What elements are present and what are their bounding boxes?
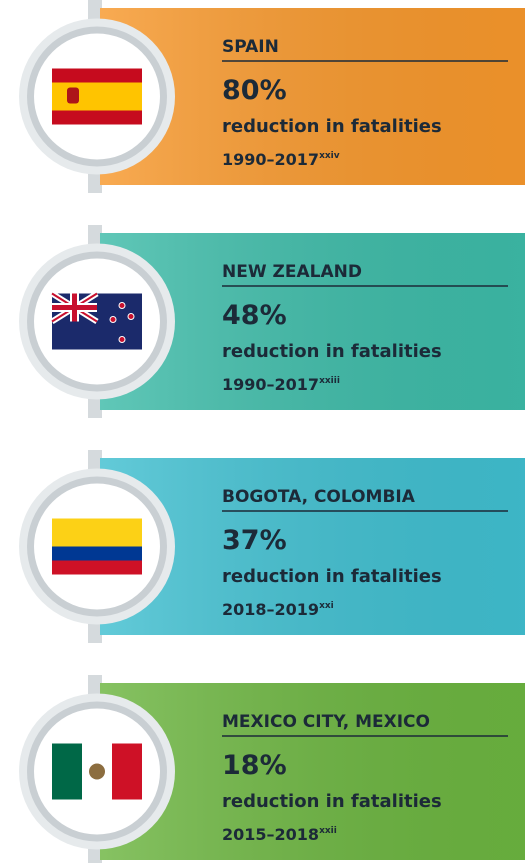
period: 1990–2017xxiii [222, 375, 340, 394]
card: MEXICO CITY, MEXICO 18% reduction in fatal… [19, 675, 525, 863]
reduction-figure: 37% [222, 525, 287, 556]
footnote: xxi [319, 601, 334, 611]
flag-stripe [52, 546, 142, 561]
flag-stripe [112, 743, 142, 800]
region-name: SPAIN [222, 37, 279, 57]
flag-star [109, 316, 117, 323]
reduction-figure: 48% [222, 300, 287, 331]
flag-stripe [52, 518, 142, 547]
period-years: 1990–2017 [222, 150, 319, 169]
flag-star [118, 336, 126, 343]
flag-stripe [52, 743, 82, 800]
flag [52, 68, 142, 125]
period-years: 1990–2017 [222, 375, 319, 394]
period: 1990–2017xxiv [222, 150, 340, 169]
reduction-figure: 18% [222, 750, 287, 781]
footnote: xxii [319, 826, 337, 836]
reduction-figure: 80% [222, 75, 287, 106]
card: BOGOTA, COLOMBIA 37% reduction in fataliti… [19, 450, 525, 643]
card: SPAIN 80% reduction in fatalities 1990–2017… [19, 0, 525, 193]
description: reduction in fatalities [222, 566, 442, 587]
flag-emblem [89, 763, 105, 780]
footnote: xxiv [319, 151, 340, 161]
flag-union [52, 293, 97, 322]
region-name: NEW ZEALAND [222, 262, 362, 282]
flag [50, 290, 142, 350]
period-years: 2015–2018 [222, 825, 319, 844]
flag-stripe [52, 560, 142, 575]
period: 2018–2019xxi [222, 600, 334, 619]
description: reduction in fatalities [222, 791, 442, 812]
period-years: 2018–2019 [222, 600, 319, 619]
flag-emblem [67, 87, 79, 104]
flag [52, 743, 142, 800]
flag-star [127, 313, 135, 320]
period: 2015–2018xxii [222, 825, 337, 844]
description: reduction in fatalities [222, 341, 442, 362]
flag-star [118, 302, 126, 309]
footnote: xxiii [319, 376, 340, 386]
flag [52, 518, 142, 575]
card: NEW ZEALAND 48% reduction in fatalities 199… [19, 225, 525, 418]
description: reduction in fatalities [222, 116, 442, 137]
region-name: MEXICO CITY, MEXICO [222, 712, 430, 732]
flag-stripe [52, 82, 142, 111]
region-name: BOGOTA, COLOMBIA [222, 487, 416, 507]
